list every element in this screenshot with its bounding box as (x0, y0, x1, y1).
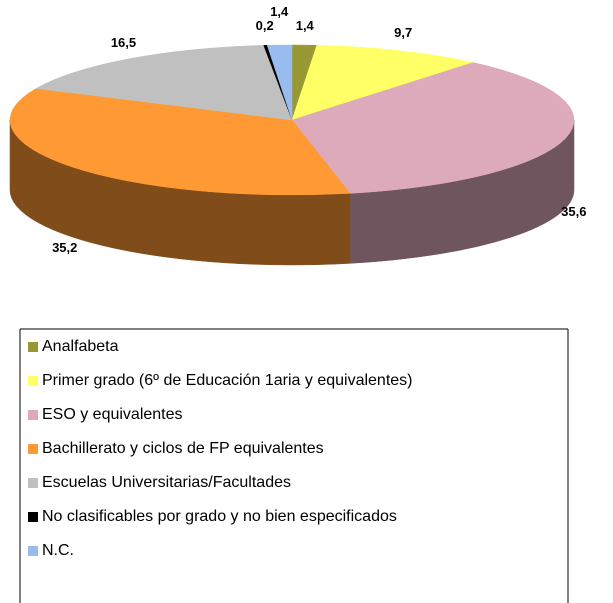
legend-swatch (28, 546, 38, 556)
legend-label: Bachillerato y ciclos de FP equivalentes (42, 440, 324, 457)
legend-label: ESO y equivalentes (42, 406, 183, 423)
pie: 1,4 9,735,635,216,50,21,4 (9, 4, 586, 266)
slice (9, 88, 351, 196)
legend-label: N.C. (42, 542, 74, 559)
value-label: 16,5 (111, 35, 136, 50)
legend-swatch (28, 444, 38, 454)
legend-label: Primer grado (6º de Educación 1aria y eq… (42, 372, 412, 389)
legend-swatch (28, 376, 38, 386)
slice (266, 44, 293, 121)
legend-swatch (28, 410, 38, 420)
slice (35, 45, 293, 121)
legend-label: No clasificables por grado y no bien esp… (42, 508, 397, 525)
value-label: 9,7 (394, 25, 412, 40)
legend-swatch (28, 478, 38, 488)
legend-label: Analfabeta (42, 338, 119, 355)
legend-label: Escuelas Universitarias/Facultades (42, 474, 291, 491)
value-label: 1,4 (270, 4, 289, 19)
legend-swatch (28, 512, 38, 522)
slice (291, 45, 475, 121)
value-label: 35,6 (561, 204, 586, 219)
value-label: 0,2 (256, 18, 274, 33)
slice (291, 62, 575, 194)
legend-swatch (28, 342, 38, 352)
legend: Analfabeta Primer grado (6º de Educación … (19, 328, 569, 603)
value-label: 1,4 (296, 18, 315, 33)
value-label: 35,2 (52, 240, 77, 255)
